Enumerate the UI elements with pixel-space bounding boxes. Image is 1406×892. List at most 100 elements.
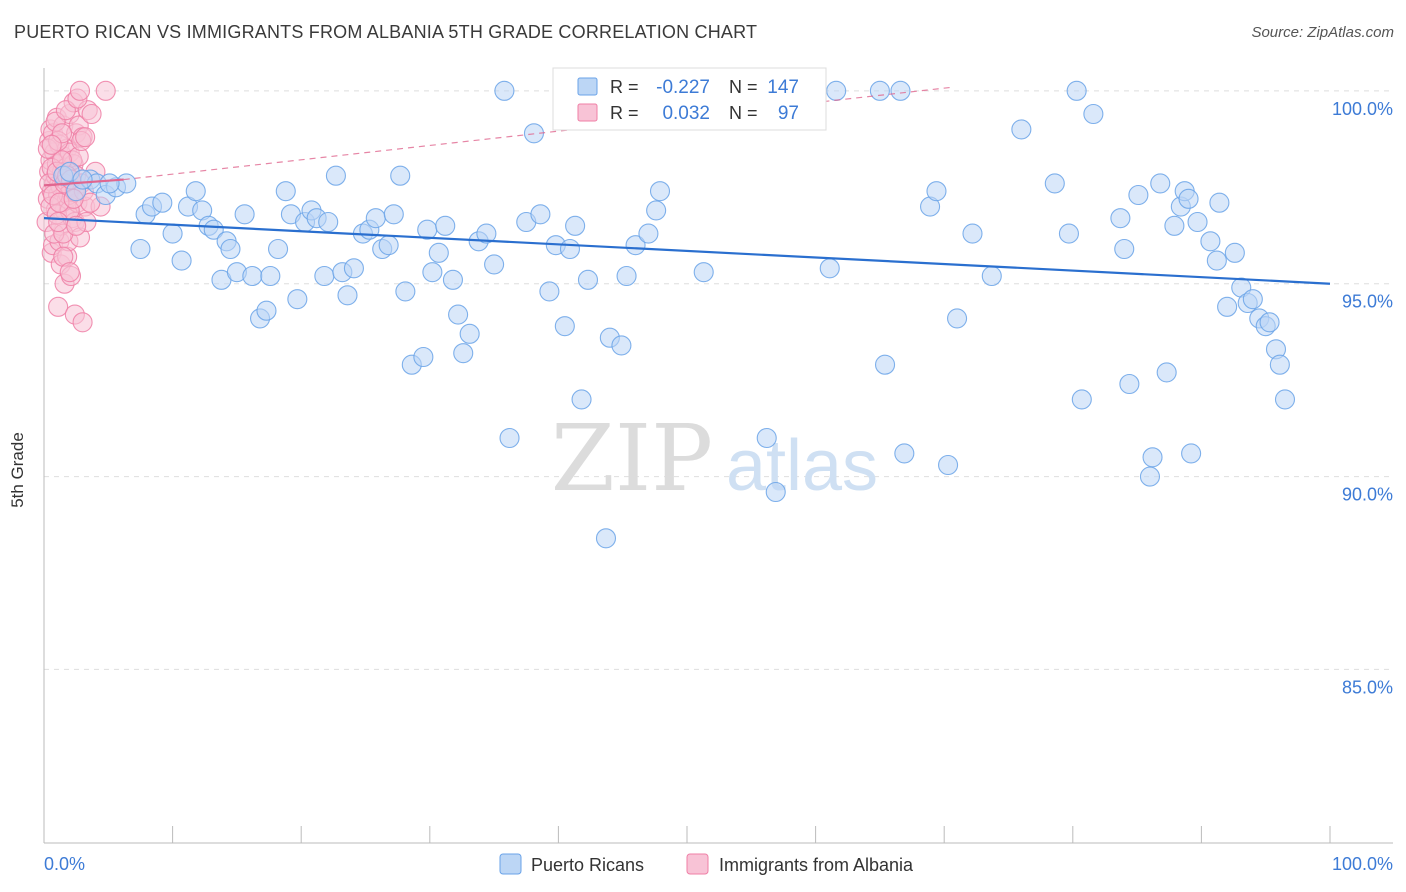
puerto-rican-point-27 — [268, 238, 289, 260]
puerto-rican-point-66 — [539, 281, 560, 302]
legend-swatch-blue — [577, 77, 598, 96]
watermark-atlas: atlas — [726, 426, 878, 506]
puerto-rican-point-17 — [203, 219, 224, 240]
puerto-rican-point-55 — [448, 304, 469, 325]
puerto-rican-point-79 — [646, 200, 667, 221]
watermark: ZIP atlas — [551, 405, 878, 512]
puerto-rican-point-76 — [616, 265, 637, 287]
puerto-rican-point-96 — [894, 443, 915, 464]
puerto-rican-point-36 — [325, 165, 346, 186]
puerto-rican-point-7 — [130, 238, 151, 260]
legend-swatch-pink — [577, 103, 598, 122]
puerto-rican-point-138 — [72, 169, 93, 190]
puerto-rican-point-35 — [318, 211, 339, 233]
puerto-rican-point-100 — [947, 308, 968, 329]
puerto-rican-point-82 — [693, 262, 714, 283]
puerto-rican-point-139 — [99, 173, 120, 194]
legend-r-label-1: R = — [610, 77, 639, 97]
albania-point-92 — [48, 211, 69, 233]
puerto-rican-point-65 — [530, 204, 551, 225]
puerto-rican-point-75 — [611, 335, 632, 356]
puerto-rican-point-93 — [869, 80, 890, 101]
puerto-rican-point-25 — [256, 300, 277, 321]
puerto-rican-point-87 — [756, 427, 777, 449]
puerto-rican-point-53 — [435, 215, 456, 236]
y-tick-labels: 100.0% 95.0% 90.0% 85.0% — [1332, 99, 1393, 698]
legend-r-label-2: R = — [610, 103, 639, 123]
puerto-rican-point-51 — [422, 262, 443, 283]
puerto-rican-point-109 — [1110, 208, 1131, 229]
puerto-rican-point-112 — [1128, 184, 1149, 206]
legend-item-puerto-ricans: Puerto Ricans — [531, 855, 644, 875]
puerto-rican-point-113 — [1139, 466, 1161, 487]
y-tick-label-0: 100.0% — [1332, 99, 1393, 119]
albania-point-51 — [72, 312, 93, 333]
puerto-rican-point-115 — [1150, 173, 1171, 194]
legend-r-value-1: -0.227 — [656, 77, 710, 98]
puerto-rican-point-107 — [1071, 389, 1092, 410]
puerto-rican-point-98 — [926, 181, 947, 202]
albania-point-16 — [48, 296, 69, 317]
puerto-rican-point-52 — [428, 242, 449, 263]
puerto-rican-point-117 — [1164, 215, 1185, 236]
x-tick-right: 100.0% — [1332, 854, 1393, 874]
puerto-rican-point-136 — [1274, 389, 1296, 410]
puerto-rican-point-22 — [234, 204, 255, 225]
albania-point-55 — [81, 103, 102, 125]
puerto-rican-point-120 — [1178, 188, 1199, 209]
albania-point-94 — [41, 134, 62, 155]
puerto-rican-point-42 — [365, 208, 386, 229]
puerto-rican-point-111 — [1119, 373, 1140, 395]
puerto-rican-point-103 — [1011, 119, 1032, 140]
puerto-rican-point-127 — [1224, 242, 1245, 263]
puerto-rican-point-60 — [484, 254, 505, 275]
puerto-rican-point-99 — [938, 454, 959, 476]
axes — [43, 68, 1393, 844]
puerto-rican-point-105 — [1058, 223, 1079, 244]
puerto-rican-point-95 — [890, 80, 911, 101]
puerto-rican-point-44 — [378, 235, 399, 256]
puerto-rican-point-14 — [185, 181, 206, 202]
puerto-rican-point-6 — [116, 173, 137, 194]
x-tick-left: 0.0% — [44, 854, 85, 874]
puerto-rican-point-101 — [962, 223, 983, 244]
puerto-rican-point-12 — [171, 250, 192, 271]
puerto-rican-point-71 — [571, 389, 592, 410]
puerto-rican-point-39 — [343, 258, 364, 279]
puerto-rican-point-72 — [577, 269, 599, 290]
puerto-rican-point-123 — [1200, 231, 1221, 252]
puerto-rican-point-130 — [1242, 289, 1263, 310]
puerto-rican-point-88 — [765, 481, 786, 503]
legend-n-label-1: N = — [729, 77, 758, 97]
puerto-rican-point-49 — [413, 346, 434, 368]
puerto-rican-point-110 — [1114, 238, 1135, 260]
puerto-rican-point-69 — [559, 238, 581, 260]
puerto-rican-point-70 — [565, 215, 586, 236]
series-legend: Puerto Ricans Immigrants from Albania — [499, 853, 914, 875]
puerto-rican-point-92 — [826, 80, 847, 101]
puerto-rican-point-94 — [874, 354, 896, 375]
puerto-rican-point-126 — [1217, 296, 1238, 317]
puerto-rican-point-57 — [459, 323, 480, 344]
puerto-rican-point-122 — [1187, 211, 1208, 233]
puerto-rican-point-125 — [1209, 192, 1230, 213]
puerto-rican-point-133 — [1259, 312, 1280, 333]
puerto-rican-point-62 — [499, 427, 520, 449]
puerto-rican-point-106 — [1066, 80, 1087, 101]
puerto-rican-point-135 — [1269, 354, 1290, 375]
trend-line-albania — [43, 178, 124, 187]
puerto-rican-point-116 — [1156, 362, 1177, 383]
puerto-rican-point-45 — [383, 204, 404, 225]
puerto-rican-point-61 — [494, 80, 515, 101]
puerto-rican-point-68 — [554, 316, 575, 337]
source-credit: Source: ZipAtlas.com — [1251, 24, 1394, 41]
legend-item-albania-swatch — [686, 853, 709, 875]
puerto-rican-point-10 — [152, 192, 173, 213]
puerto-rican-point-104 — [1044, 173, 1065, 194]
puerto-rican-point-124 — [1206, 250, 1227, 271]
puerto-rican-point-47 — [395, 281, 416, 302]
puerto-rican-point-26 — [260, 265, 281, 287]
puerto-rican-point-34 — [314, 265, 335, 287]
y-tick-label-2: 90.0% — [1342, 485, 1393, 505]
albania-point-89 — [69, 80, 91, 101]
